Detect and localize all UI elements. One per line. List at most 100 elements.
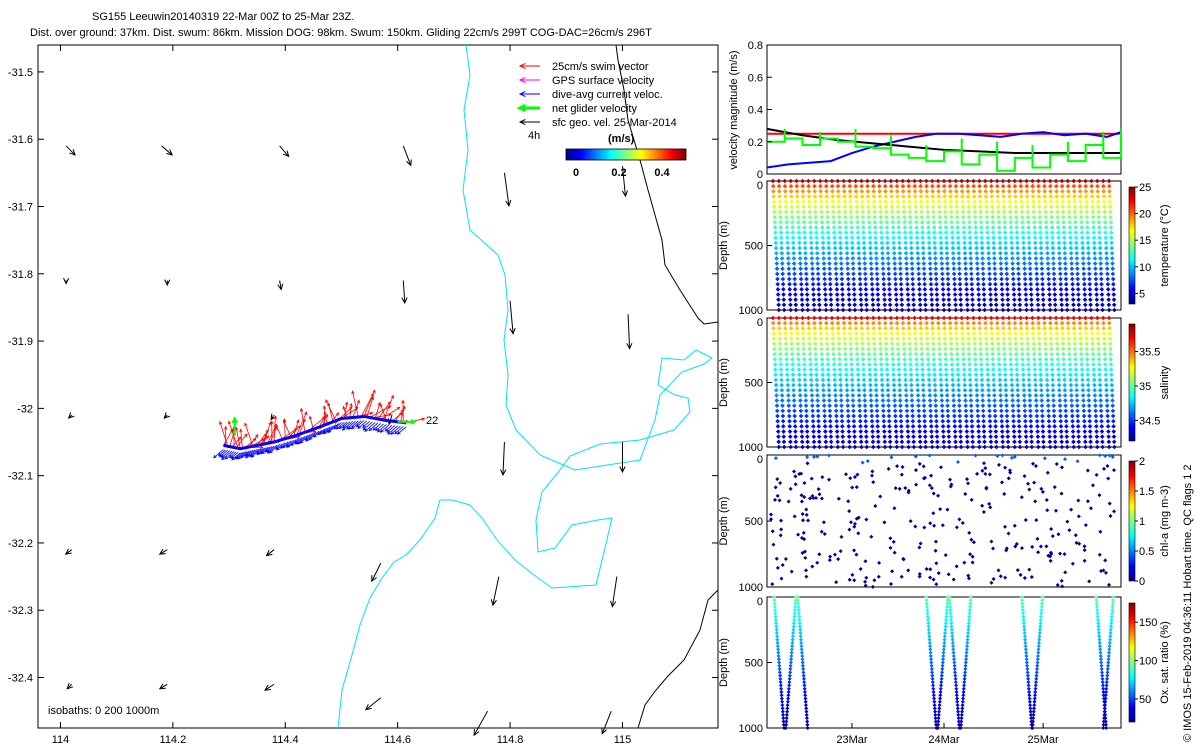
data-point [1100, 673, 1105, 678]
data-point [1086, 398, 1092, 403]
swim-vector [323, 411, 328, 425]
data-point [1052, 424, 1057, 429]
data-point [934, 429, 940, 434]
data-point [946, 302, 952, 308]
data-point [992, 276, 998, 282]
data-point [968, 598, 973, 603]
data-point [1106, 292, 1111, 297]
data-point [823, 315, 829, 321]
data-point [988, 429, 993, 434]
data-point [796, 367, 802, 372]
data-point [1008, 351, 1013, 357]
data-point [873, 235, 878, 241]
data-point [952, 276, 957, 282]
data-point [874, 398, 879, 403]
data-point [800, 653, 805, 658]
data-point [914, 235, 920, 241]
data-point [917, 434, 923, 439]
data-point [1066, 336, 1072, 341]
data-point [1033, 382, 1038, 388]
data-point [963, 403, 968, 409]
data-point [903, 256, 909, 261]
data-point [868, 398, 874, 403]
data-point [1044, 240, 1050, 246]
data-point [1015, 393, 1021, 398]
data-point [870, 292, 875, 297]
data-point [828, 554, 833, 559]
data-point [928, 650, 933, 655]
data-point [1044, 362, 1049, 367]
data-point [895, 346, 901, 352]
date-tick-label: 23Mar [836, 734, 868, 746]
data-point [1103, 382, 1109, 388]
data-point [888, 582, 893, 587]
data-point [1097, 640, 1102, 645]
data-point [1048, 554, 1053, 559]
swim-vector [299, 407, 306, 433]
data-point [979, 245, 985, 251]
data-point [966, 214, 972, 220]
data-point [839, 413, 845, 419]
data-point [967, 240, 973, 246]
data-point [848, 351, 854, 357]
data-point [803, 393, 808, 398]
data-point [919, 356, 925, 362]
data-point [773, 614, 778, 619]
data-point [1041, 315, 1047, 321]
data-point [883, 189, 888, 194]
data-point [1106, 307, 1112, 313]
dac-vector [335, 421, 345, 430]
data-point [839, 403, 844, 409]
data-point [1103, 372, 1109, 378]
data-point [1060, 346, 1066, 352]
data-point [849, 362, 854, 367]
data-point [995, 183, 1000, 189]
data-point [799, 644, 804, 649]
data-point [1060, 331, 1065, 336]
data-point [1023, 647, 1028, 652]
data-point [778, 230, 784, 235]
data-point [943, 553, 948, 558]
data-point [888, 536, 893, 541]
data-point [932, 696, 937, 701]
data-point [1009, 245, 1015, 251]
data-point [951, 271, 957, 277]
data-point [1101, 194, 1107, 199]
net-velocity-vector [231, 416, 238, 436]
data-point [853, 189, 859, 194]
data-point [938, 693, 943, 698]
data-point [929, 307, 935, 313]
data-point [1010, 271, 1016, 277]
data-point [928, 276, 934, 282]
data-point [903, 245, 909, 251]
data-point [1008, 356, 1014, 362]
data-point [1024, 439, 1029, 445]
data-point [887, 424, 892, 429]
data-point [925, 219, 931, 225]
data-point [988, 307, 994, 313]
data-point [853, 194, 859, 199]
data-point [980, 403, 986, 409]
data-point [807, 219, 813, 225]
data-point [1052, 302, 1058, 308]
data-point [1070, 287, 1076, 292]
data-point [882, 320, 888, 326]
data-point [826, 393, 832, 398]
data-point [1057, 271, 1063, 277]
data-point [1056, 377, 1062, 383]
colorbar-label: chl-a (mg m-3) [1159, 485, 1171, 557]
data-point [1108, 356, 1114, 362]
data-point [961, 362, 967, 367]
data-point [1038, 544, 1043, 549]
data-point [1025, 336, 1030, 341]
data-point [1052, 485, 1057, 490]
data-point [876, 444, 881, 450]
data-point [1078, 346, 1084, 352]
data-point [956, 398, 962, 403]
data-point [827, 398, 832, 403]
data-point [772, 351, 777, 357]
data-point [985, 377, 991, 383]
data-point [1006, 531, 1011, 536]
data-point [1032, 696, 1037, 701]
